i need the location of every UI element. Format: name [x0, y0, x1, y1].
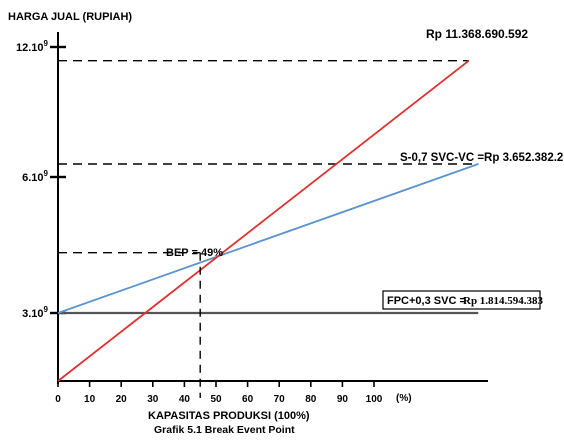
x-tick-label: 60: [242, 394, 254, 405]
x-axis-title: KAPASITAS PRODUKSI (100%): [148, 410, 310, 422]
y-axis-title: HARGA JUAL (RUPIAH): [8, 11, 132, 23]
fpc-label-box: [382, 290, 541, 310]
x-tick-label: 50: [210, 394, 222, 405]
chart-caption: Grafik 5.1 Break Event Point: [154, 424, 295, 436]
reference-lines: [58, 59, 479, 254]
variable-cost-line: [57, 163, 479, 314]
top-value-label: Rp 11.368.690.592: [426, 27, 528, 41]
x-tick-label: 90: [337, 394, 349, 405]
fpc-label-value: Rp 1.814.594.383: [463, 295, 544, 307]
x-tick-label: 10: [84, 394, 96, 405]
x-tick-label: 100: [366, 394, 383, 405]
y-tick-label: 12.109: [16, 39, 49, 54]
x-tick-label: 80: [305, 394, 317, 405]
fpc-label-prefix: FPC+0,3 SVC =: [387, 295, 466, 307]
bep-label: BEP = 49%: [166, 247, 223, 259]
x-tick-label: 40: [179, 394, 191, 405]
svc-label: S-0,7 SVC-VC =Rp 3.652.382.258: [400, 152, 564, 164]
y-axis-ticks: 3.109 6.109 12.109: [16, 39, 66, 320]
x-axis-ticks: 0 10 20 30 40 50 60 70 80 90 100: [55, 381, 383, 405]
x-tick-label: 0: [55, 394, 61, 405]
revenue-line: [57, 59, 470, 382]
x-unit-label: (%): [396, 393, 412, 404]
y-tick-label: 6.109: [22, 169, 48, 184]
x-tick-label: 20: [116, 394, 128, 405]
x-tick-label: 70: [274, 394, 286, 405]
x-tick-label: 30: [147, 394, 159, 405]
y-tick-label: 3.109: [22, 305, 48, 320]
series-lines: [57, 59, 479, 382]
